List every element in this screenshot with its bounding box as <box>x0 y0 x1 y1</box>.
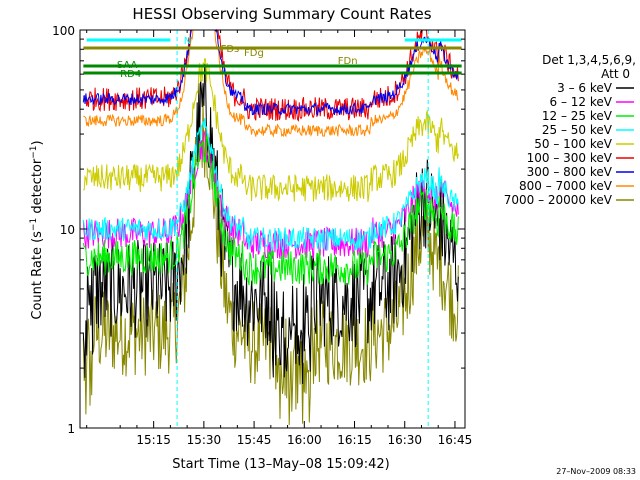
y-tick-label: 1 <box>67 422 75 436</box>
y-axis-label: Count Rate (s−1 detector−1) <box>29 140 45 319</box>
x-tick-label: 15:45 <box>237 433 272 447</box>
x-axis-label: Start Time (13–May–08 15:09:42) <box>172 457 389 472</box>
legend-label: 300 – 800 keV <box>527 165 613 179</box>
flag-label: RD4 <box>120 69 141 80</box>
flag-label: SAA <box>117 60 138 71</box>
x-tick-label: 15:30 <box>187 433 222 447</box>
legend-label: 100 – 300 keV <box>527 151 613 165</box>
flag-label: FDs <box>221 44 240 55</box>
flag-label: FDg <box>244 48 264 59</box>
chart-title: HESSI Observing Summary Count Rates <box>132 5 431 23</box>
x-tick-label: 15:15 <box>136 433 171 447</box>
legend-label: 12 – 25 keV <box>542 109 613 123</box>
legend-label: 6 – 12 keV <box>550 95 613 109</box>
series-line <box>82 135 459 286</box>
x-tick-label: 16:30 <box>387 433 422 447</box>
legend-label: 25 – 50 keV <box>542 123 613 137</box>
legend-label: 7000 – 20000 keV <box>504 193 613 207</box>
series-layer <box>82 28 459 426</box>
y-axis-label-sup1: −1 <box>29 218 39 231</box>
x-tick-label: 16:00 <box>287 433 322 447</box>
y-axis-label-sup2: −1 <box>29 145 39 158</box>
attenuator-text: Att 0 <box>601 67 630 81</box>
y-tick-label: 100 <box>52 24 75 38</box>
series-line <box>82 117 459 253</box>
series-line <box>83 58 459 202</box>
series-line <box>83 29 459 138</box>
legend-label: 50 – 100 keV <box>534 137 613 151</box>
x-tick-label: 16:45 <box>438 433 473 447</box>
detector-text: Det 1,3,4,5,6,9, <box>542 53 636 67</box>
legend-label: 3 – 6 keV <box>557 81 613 95</box>
legend-label: 800 – 7000 keV <box>519 179 613 193</box>
series-line <box>82 63 459 385</box>
y-axis-label-end: ) <box>30 140 45 145</box>
timestamp: 27–Nov–2009 08:33 <box>556 467 636 476</box>
y-tick-label: 10 <box>60 223 75 237</box>
series-line <box>82 28 459 116</box>
x-tick-label: 16:15 <box>337 433 372 447</box>
flag-label: N <box>184 36 191 47</box>
flag-label: FDn <box>338 56 358 67</box>
y-axis-label-main: Count Rate (s <box>30 231 45 320</box>
axis-layer: 15:15 15:30 15:45 16:00 16:15 16:30 16:45 1 10 10… <box>52 24 472 447</box>
y-axis-label-mid: detector <box>30 158 45 218</box>
